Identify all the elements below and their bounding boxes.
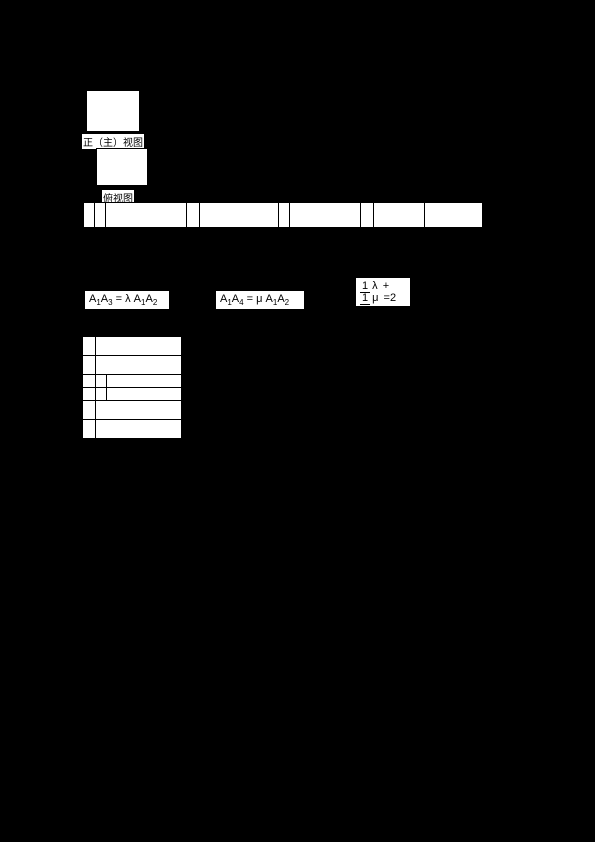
top-view-box <box>86 90 140 132</box>
equation-3: 1λ + 1μ =2 <box>356 278 410 306</box>
lower-grid <box>82 336 182 439</box>
top-view-label: 正（主）视图 <box>82 134 144 149</box>
table-strip <box>83 202 483 228</box>
bottom-view-box <box>96 148 148 186</box>
equation-2: A1A4 = μ A1A2 <box>216 290 304 309</box>
equation-1: A1A3 = λ A1A2 <box>85 290 169 309</box>
